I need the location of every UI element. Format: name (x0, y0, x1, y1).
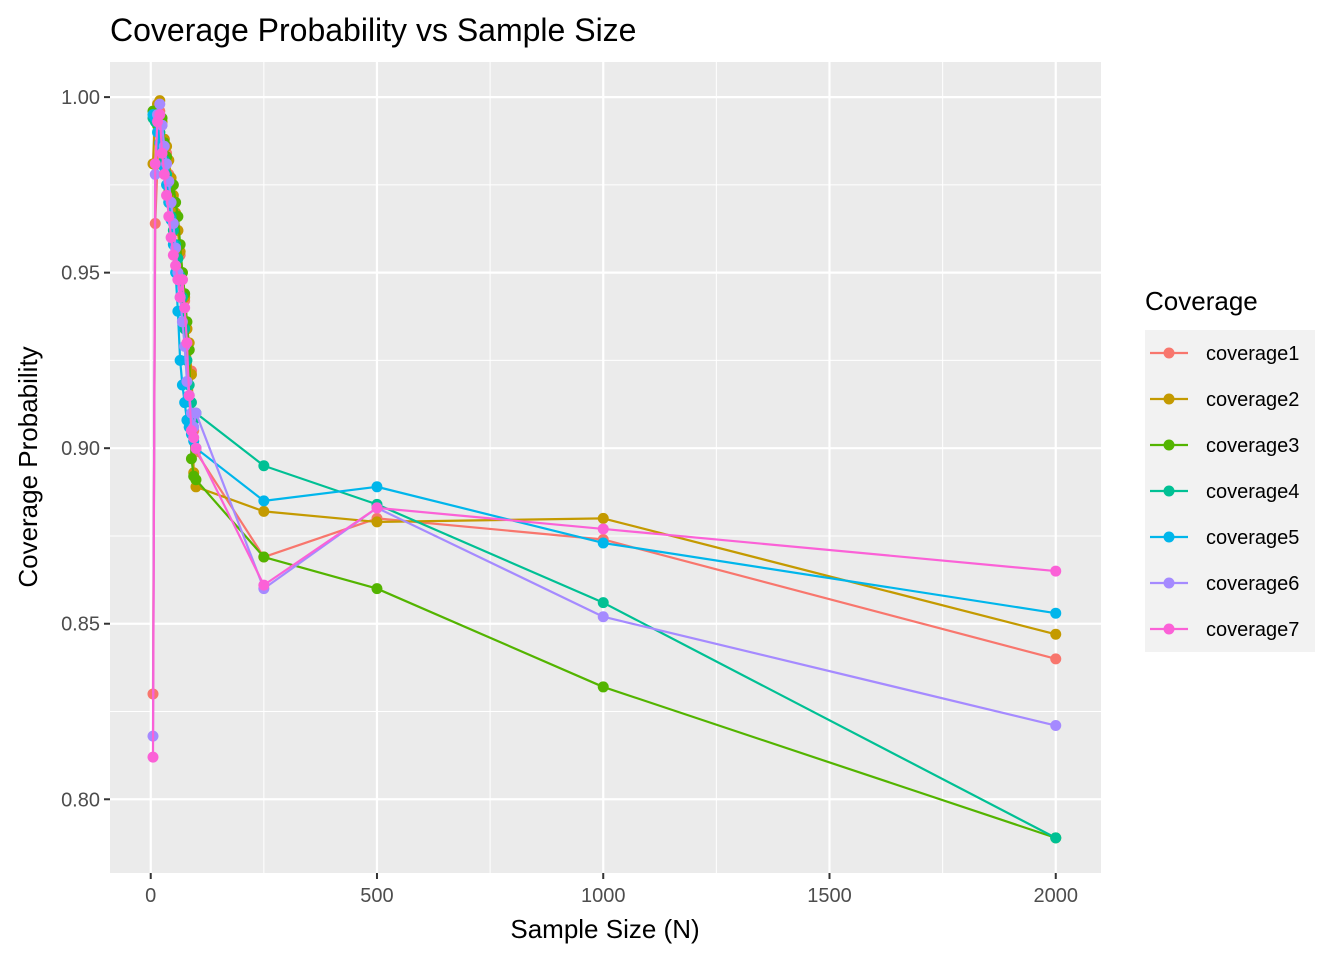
data-point (181, 375, 193, 387)
data-point (181, 337, 193, 349)
data-point (163, 210, 175, 222)
data-point (1050, 832, 1062, 844)
series-coverage7 (147, 109, 1062, 763)
legend-label: coverage5 (1206, 527, 1299, 549)
data-point (185, 453, 197, 465)
data-point (158, 168, 170, 180)
legend-label: coverage4 (1206, 481, 1299, 503)
data-point (258, 551, 270, 563)
data-point (597, 523, 609, 535)
series-layer (147, 95, 1062, 844)
legend-item-coverage2: coverage2 (1150, 389, 1299, 411)
data-point (1050, 607, 1062, 619)
x-axis-title: Sample Size (N) (510, 914, 699, 944)
y-tick-label: 0.90 (61, 438, 100, 460)
data-point (183, 390, 195, 402)
data-point (188, 432, 200, 444)
data-point (371, 516, 383, 528)
data-point (170, 260, 182, 272)
legend-item-coverage4: coverage4 (1150, 481, 1299, 503)
x-tick-label: 500 (360, 885, 393, 907)
data-point (149, 158, 161, 170)
legend-title: Coverage (1145, 286, 1258, 316)
x-tick-label: 0 (145, 885, 156, 907)
y-axis-title: Coverage Probability (13, 346, 43, 587)
legend-key-point (1163, 531, 1175, 543)
data-point (258, 505, 270, 517)
data-point (597, 681, 609, 693)
legend-label: coverage2 (1206, 389, 1299, 411)
chart-title: Coverage Probability vs Sample Size (110, 12, 636, 48)
legend-item-coverage6: coverage6 (1150, 573, 1299, 595)
data-point (165, 232, 177, 244)
data-point (174, 291, 186, 303)
legend-key-point (1163, 439, 1175, 451)
legend-item-coverage1: coverage1 (1150, 343, 1299, 365)
data-point (371, 481, 383, 493)
data-point (147, 751, 159, 763)
y-tick-label: 0.85 (61, 614, 100, 636)
data-point (258, 495, 270, 507)
data-point (190, 442, 202, 454)
data-point (176, 274, 188, 286)
legend-label: coverage7 (1206, 619, 1299, 641)
legend-item-coverage3: coverage3 (1150, 435, 1299, 457)
data-point (1050, 565, 1062, 577)
x-axis: 0 500 1000 1500 2000 (145, 873, 1078, 907)
data-point (597, 537, 609, 549)
legend-item-coverage7: coverage7 (1150, 619, 1299, 641)
data-point (190, 474, 202, 486)
data-point (161, 189, 173, 201)
data-point (1050, 653, 1062, 665)
y-tick-label: 0.95 (61, 263, 100, 285)
x-tick-label: 1000 (581, 885, 626, 907)
data-point (371, 502, 383, 514)
data-point (597, 597, 609, 609)
y-tick-label: 1.00 (61, 87, 100, 109)
data-point (258, 579, 270, 591)
data-point (154, 98, 166, 110)
x-tick-label: 2000 (1033, 885, 1078, 907)
series-line (151, 113, 1056, 758)
y-tick-label: 0.80 (61, 789, 100, 811)
legend-label: coverage1 (1206, 343, 1299, 365)
data-point (597, 512, 609, 524)
data-point (1050, 628, 1062, 640)
data-point (154, 109, 166, 121)
legend-key-point (1163, 623, 1175, 635)
data-point (179, 302, 191, 314)
major-gridlines (110, 62, 1101, 873)
legend-key-point (1163, 577, 1175, 589)
data-point (156, 147, 168, 159)
legend-key-point (1163, 393, 1175, 405)
y-axis: 0.80 0.85 0.90 0.95 1.00 (61, 87, 110, 811)
data-point (258, 460, 270, 472)
legend-item-coverage5: coverage5 (1150, 527, 1299, 549)
data-point (597, 611, 609, 623)
data-point (167, 249, 179, 261)
data-point (190, 407, 202, 419)
legend: Coverage coverage1 coverage2 coverage3 cove… (1145, 286, 1315, 652)
legend-label: coverage3 (1206, 435, 1299, 457)
data-point (371, 583, 383, 595)
legend-key-point (1163, 485, 1175, 497)
data-point (174, 354, 186, 366)
x-tick-label: 1500 (807, 885, 852, 907)
data-point (1050, 720, 1062, 732)
legend-key-point (1163, 347, 1175, 359)
plot-panel (110, 62, 1101, 873)
legend-label: coverage6 (1206, 573, 1299, 595)
